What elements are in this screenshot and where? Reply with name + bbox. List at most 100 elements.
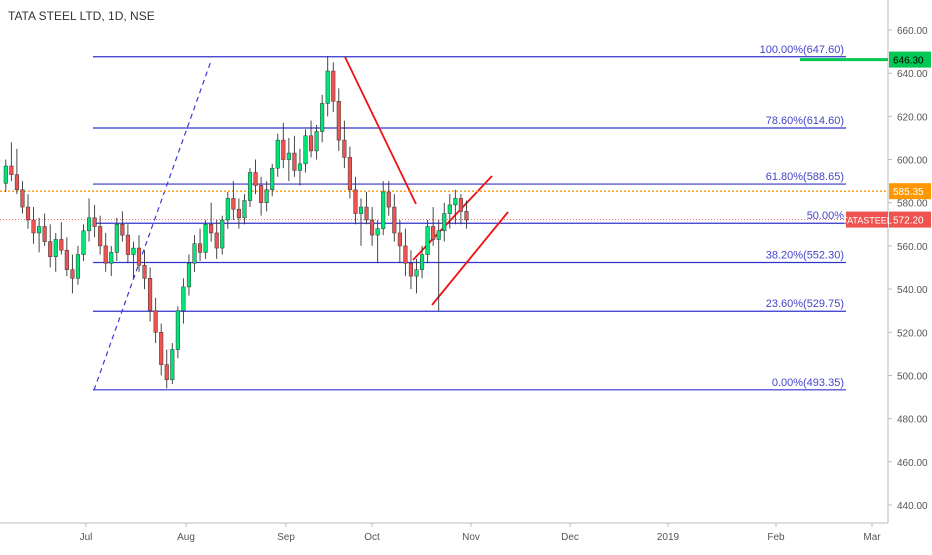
candle-body: [347, 157, 352, 191]
candle: [281, 122, 286, 169]
candle-body: [375, 228, 380, 236]
candle: [314, 125, 319, 160]
candle-body: [53, 239, 58, 257]
x-tick-label: Dec: [561, 532, 579, 543]
candle-body: [358, 206, 364, 214]
candle-body: [98, 226, 103, 247]
candle-body: [220, 219, 225, 249]
candle-body: [253, 172, 258, 186]
candle: [170, 343, 175, 385]
fib-level-label: 38.20%(552.30): [766, 250, 844, 262]
candle: [114, 217, 119, 262]
candle: [270, 163, 275, 197]
candle: [436, 220, 441, 311]
candle-body: [103, 245, 108, 264]
fib-level-label: 78.60%(614.60): [766, 115, 844, 127]
candle: [164, 349, 169, 389]
candle-body: [353, 189, 358, 214]
candle-body: [408, 262, 413, 277]
candle-body: [320, 103, 325, 132]
candle: [3, 159, 8, 192]
candle: [87, 198, 92, 242]
candle: [397, 220, 402, 264]
candle-body: [125, 234, 130, 255]
candle-body: [42, 226, 47, 242]
candle-body: [364, 206, 369, 221]
candle-body: [31, 219, 36, 234]
candle: [442, 202, 447, 242]
candle-body: [198, 243, 203, 253]
candle-body: [175, 310, 180, 350]
candle: [20, 181, 25, 214]
y-tick-label: 660.00: [897, 26, 928, 37]
fib-level-label: 61.80%(588.65): [766, 171, 844, 183]
candle: [59, 222, 64, 255]
y-tick-label: 540.00: [897, 285, 928, 296]
y-tick-label: 620.00: [897, 112, 928, 123]
candle: [209, 202, 214, 242]
candle: [48, 224, 53, 268]
candle-body: [453, 198, 458, 206]
candle: [136, 235, 142, 272]
candle-body: [109, 252, 114, 264]
candle-body: [314, 131, 319, 152]
candle: [336, 88, 341, 151]
candle-body: [403, 245, 408, 264]
x-tick-label: Nov: [462, 532, 480, 543]
candle: [431, 207, 436, 246]
candle: [186, 254, 191, 296]
candle: [264, 181, 269, 212]
candle: [220, 215, 225, 255]
candle: [9, 142, 14, 182]
candle-body: [342, 139, 347, 158]
candle: [37, 217, 42, 253]
candle: [75, 245, 81, 285]
fib-level-label: 100.00%(647.60): [760, 44, 844, 56]
candle-body: [92, 217, 97, 227]
candle-body: [142, 265, 147, 279]
candle-body: [392, 206, 397, 234]
price-badge-label: 572.20: [893, 216, 924, 227]
candle-body: [87, 217, 92, 232]
candle-body: [3, 165, 8, 184]
candle-body: [420, 254, 425, 270]
downtrend-line: [344, 56, 417, 205]
candle-body: [203, 224, 208, 253]
candle: [214, 220, 219, 259]
candle: [192, 235, 197, 272]
candle-body: [81, 230, 86, 255]
y-tick-label: 500.00: [897, 371, 928, 382]
candle-body: [425, 226, 430, 255]
symbol-tag-bg: [846, 211, 888, 228]
candle-body: [303, 135, 308, 165]
candle-body: [286, 152, 291, 160]
candle: [131, 241, 136, 279]
candle: [309, 120, 314, 158]
candle-body: [281, 139, 286, 160]
candle: [297, 148, 302, 186]
fib-level-label: 0.00%(493.35): [772, 377, 844, 389]
candle: [303, 129, 308, 173]
candle-body: [447, 204, 452, 214]
candle: [242, 194, 247, 225]
candle: [148, 267, 153, 322]
candle-body: [114, 224, 119, 253]
candle: [14, 148, 19, 195]
y-tick-label: 480.00: [897, 415, 928, 426]
candle-body: [275, 139, 280, 169]
candle-body: [236, 208, 241, 219]
candle-body: [259, 185, 264, 203]
candle: [109, 245, 114, 277]
candle: [142, 250, 147, 290]
candle: [70, 254, 75, 294]
candle-body: [214, 232, 219, 249]
candle: [125, 224, 130, 264]
dashed-trend-line: [93, 60, 212, 391]
candle-body: [136, 247, 142, 266]
price-badge: 585.35: [889, 183, 931, 200]
symbol-tag: TATASTEEL: [842, 211, 892, 228]
candle-body: [164, 364, 169, 381]
candle: [370, 207, 375, 246]
candle: [331, 62, 336, 113]
candle-body: [442, 213, 447, 232]
